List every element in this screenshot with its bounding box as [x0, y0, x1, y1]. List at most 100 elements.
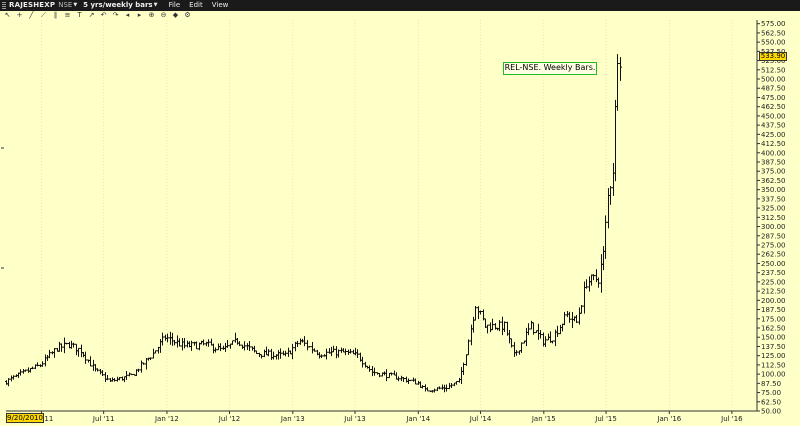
x-tick-label: Jan '15	[531, 415, 556, 423]
y-tick-label: 137.50	[761, 343, 786, 351]
ohlc-bar	[291, 343, 294, 360]
y-tick-label: 212.50	[761, 288, 786, 296]
ohlc-bar	[378, 372, 381, 378]
menu-edit[interactable]: Edit	[189, 1, 203, 9]
ohlc-bar	[263, 349, 266, 358]
ohlc-bar	[332, 345, 335, 353]
ohlc-bar	[65, 342, 68, 345]
trendline-icon[interactable]: ⟋	[41, 11, 46, 19]
ohlc-bar	[48, 349, 51, 359]
ohlc-bar	[60, 343, 63, 352]
ohlc-bar	[609, 186, 612, 205]
undo-icon[interactable]: ↶	[100, 11, 107, 19]
color-icon[interactable]: ◆	[172, 11, 179, 19]
text-tool-icon[interactable]: T	[77, 11, 82, 19]
x-tick-label: Jul '13	[343, 415, 366, 423]
ohlc-bar	[472, 316, 475, 333]
x-tick-label: Jan '13	[280, 415, 305, 423]
ohlc-bar	[308, 346, 311, 348]
ohlc-bar	[400, 375, 403, 382]
ohlc-bar	[226, 340, 229, 348]
ohlc-bar	[248, 340, 251, 351]
redo-icon[interactable]: ↷	[112, 11, 119, 19]
ohlc-bar	[390, 372, 393, 376]
forward-icon[interactable]: ▸	[137, 11, 142, 19]
price-bars	[5, 54, 622, 393]
ohlc-bar	[219, 343, 222, 352]
ohlc-bar	[352, 349, 355, 355]
ohlc-bar	[178, 338, 181, 347]
cursor-icon[interactable]: ↖	[4, 11, 11, 19]
ohlc-bar	[614, 99, 617, 182]
ohlc-bar	[113, 378, 116, 382]
ohlc-bar	[72, 342, 75, 348]
y-tick-label: 100.00	[761, 371, 786, 379]
ohlc-bar	[520, 342, 523, 353]
ohlc-bar	[142, 362, 145, 365]
y-tick-label: 425.00	[761, 131, 786, 139]
ohlc-bar	[518, 350, 521, 355]
drag-handle-icon[interactable]	[2, 2, 6, 9]
ohlc-bar	[616, 54, 619, 111]
ohlc-bar	[44, 354, 47, 367]
ohlc-bar	[419, 381, 422, 388]
ohlc-bar	[303, 336, 306, 347]
ohlc-bar	[583, 281, 586, 314]
ohlc-bar	[82, 351, 85, 358]
ohlc-bar	[299, 338, 302, 345]
crosshair-icon[interactable]: +	[16, 11, 23, 19]
back-icon[interactable]: ◂	[125, 11, 130, 19]
ohlc-bar	[525, 327, 528, 347]
line-tool-icon[interactable]: ╱	[29, 11, 34, 19]
ohlc-bar	[238, 341, 241, 347]
ohlc-bar	[190, 340, 193, 351]
x-tick-label: Jan '14	[405, 415, 430, 423]
ohlc-bar	[364, 361, 367, 368]
menu-file[interactable]: File	[168, 1, 181, 9]
chart-annotation[interactable]: REL-NSE. Weekly Bars.	[503, 62, 597, 75]
period-dropdown-icon[interactable]: ▼	[153, 2, 158, 8]
ohlc-bar	[123, 376, 126, 383]
ohlc-bar	[460, 366, 463, 384]
ohlc-bar	[527, 323, 530, 336]
ohlc-bar	[585, 279, 588, 289]
ohlc-bar	[284, 350, 287, 357]
y-tick-label: 562.50	[761, 29, 786, 37]
y-tick-label: 487.50	[761, 85, 786, 93]
symbol-dropdown-icon[interactable]: ▼	[73, 2, 78, 8]
arrow-icon[interactable]: ↗	[88, 11, 95, 19]
ohlc-bar	[58, 341, 61, 352]
zoom-out-icon[interactable]: ⊖	[160, 11, 167, 19]
x-tick-label: Jul '16	[720, 415, 743, 423]
ohlc-bar	[604, 215, 607, 259]
ohlc-bar	[349, 348, 352, 354]
ohlc-bar	[149, 357, 152, 361]
zoom-in-icon[interactable]: ⊕	[148, 11, 155, 19]
menu-view[interactable]: View	[211, 1, 229, 9]
symbol-selector[interactable]: RAJESHEXP	[9, 1, 56, 9]
fibonacci-icon[interactable]: ≡	[64, 11, 71, 19]
ohlc-bar	[101, 370, 104, 376]
period-selector[interactable]: 5 yrs/weekly bars	[83, 1, 153, 9]
x-tick-label: Jul '11	[92, 415, 115, 423]
ohlc-bar	[118, 377, 121, 381]
ohlc-bar	[619, 57, 622, 81]
ohlc-bar	[491, 318, 494, 331]
ohlc-bar	[479, 310, 482, 315]
ohlc-bar	[551, 340, 554, 344]
ohlc-bar	[559, 324, 562, 335]
ohlc-bar	[595, 269, 598, 283]
ohlc-bar	[128, 372, 131, 377]
ohlc-bar	[600, 254, 603, 293]
settings-icon[interactable]: ⚙	[184, 11, 191, 19]
ohlc-bar	[373, 367, 376, 376]
ohlc-bar	[563, 311, 566, 326]
ohlc-bar	[325, 348, 328, 360]
ohlc-bar	[96, 368, 99, 372]
drawing-toolbar: ↖ + ╱ ⟋ ∥ ≡ T ↗ ↶ ↷ ◂ ▸ ⊕ ⊖ ◆ ⚙	[4, 11, 191, 20]
channel-icon[interactable]: ∥	[53, 11, 58, 19]
ohlc-bar	[164, 334, 167, 341]
ohlc-bar	[53, 348, 56, 358]
ohlc-bar	[445, 384, 448, 392]
